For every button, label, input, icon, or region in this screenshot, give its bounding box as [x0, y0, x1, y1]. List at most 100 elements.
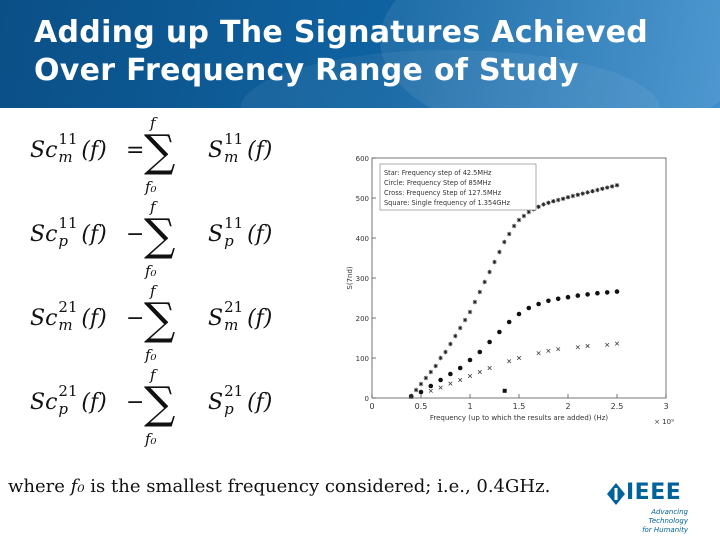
sum-upper-limit: f [150, 282, 156, 300]
sum-lower-limit: f₀ [145, 178, 157, 196]
equation: Sc 11 p (f) − f ∑ f₀ S 11 p (f) [30, 198, 280, 282]
data-point-circle [487, 339, 492, 345]
ieee-diamond-icon [607, 483, 625, 505]
equation-subscript: m [58, 316, 73, 334]
sum-upper-limit: f [150, 114, 156, 132]
y-tick-label: 400 [356, 235, 369, 243]
equation-argument: (f) [81, 222, 107, 247]
data-point-star [526, 209, 531, 215]
equation-subscript: m [224, 148, 239, 166]
equation-lhs-base: Sc [30, 222, 58, 247]
summation-icon: ∑ [144, 126, 176, 177]
ieee-tagline-line-2: for Humanity [642, 526, 688, 534]
equation-superscript: 11 [224, 130, 244, 148]
equation-rhs: S 21 m (f) [208, 298, 273, 334]
data-point-circle [438, 377, 443, 383]
equation-argument: (f) [247, 138, 273, 163]
equation-subscript: m [58, 148, 73, 166]
data-point-star [516, 217, 522, 223]
equation-argument: (f) [247, 306, 273, 331]
data-point-star [502, 239, 507, 245]
data-point-cross [467, 373, 473, 379]
equation-lhs: Sc 11 p (f) [30, 214, 107, 250]
data-point-circle [546, 298, 551, 304]
data-point-cross [556, 347, 561, 352]
data-point-star [536, 204, 541, 209]
data-point-cross [546, 348, 551, 353]
data-point-circle [516, 311, 522, 317]
data-point-circle [585, 292, 590, 297]
data-point-star [590, 189, 595, 194]
equation-rhs: S 21 p (f) [208, 382, 273, 418]
sum-upper-limit: f [150, 198, 156, 216]
data-point-circle [506, 319, 512, 325]
equation-superscript: 11 [58, 214, 78, 232]
equation-argument: (f) [81, 138, 107, 163]
sum-lower-limit: f₀ [145, 262, 157, 280]
data-point-cross [448, 381, 453, 386]
equation-relation: − [126, 222, 145, 247]
equation-subscript: p [224, 400, 234, 418]
equation-lhs-base: Sc [30, 138, 58, 163]
summation-icon: ∑ [144, 294, 176, 345]
equation-indices: 21 m [57, 298, 81, 334]
data-point-circle [536, 301, 541, 307]
equation-subscript: p [58, 232, 69, 250]
legend-entry: Cross: Frequency Step of 127.5MHz [384, 189, 502, 197]
data-point-star [605, 185, 610, 190]
data-point-circle [428, 383, 434, 389]
slide-title-line-2: Over Frequency Range of Study [34, 53, 579, 88]
data-point-circle [418, 389, 424, 395]
equation-rhs: S 11 p (f) [208, 214, 272, 250]
data-point-circle [457, 365, 463, 371]
data-point-star [487, 269, 492, 275]
data-point-circle [526, 305, 532, 311]
summation-icon: ∑ [144, 210, 176, 261]
legend-box [379, 163, 537, 211]
data-point-star [413, 387, 419, 393]
data-point-star [443, 349, 448, 355]
equation-subscript: p [58, 400, 69, 418]
footnote: where f₀ is the smallest frequency consi… [8, 476, 550, 497]
ieee-logo: IEEE Advancing Technology for Humanity [606, 478, 706, 534]
data-point-circle [575, 293, 581, 298]
equation: Sc 21 m (f) − f ∑ f₀ S 21 m (f) [30, 282, 280, 366]
data-point-star [541, 202, 546, 207]
equation-superscript: 21 [224, 298, 244, 316]
title-banner: Adding up The Signatures Achieved Over F… [0, 0, 720, 108]
equation-subscript: m [224, 316, 239, 334]
legend-entry: Square: Single frequency of 1.354GHz [384, 199, 510, 207]
data-point-circle [604, 290, 610, 295]
equation-argument: (f) [81, 306, 107, 331]
x-axis-multiplier: × 10⁹ [654, 418, 674, 426]
equation-argument: (f) [81, 390, 107, 415]
equation-lhs: Sc 11 m (f) [30, 130, 107, 166]
data-point-star [482, 279, 487, 285]
equation-indices: 11 p [57, 214, 81, 250]
equation-rhs-base: S [208, 390, 224, 415]
x-axis-label: Frequency (up to which the results are a… [430, 414, 609, 422]
data-point-circle [467, 357, 473, 363]
legend-entry: Circle: Frequency Step of 85MHz [384, 179, 492, 187]
equation-argument: (f) [247, 390, 273, 415]
data-point-star [462, 317, 468, 323]
footnote-prefix: where [8, 476, 65, 497]
equation-superscript: 21 [58, 298, 78, 316]
data-point-circle [595, 290, 600, 296]
equation-lhs: Sc 21 m (f) [30, 298, 107, 334]
data-point-star [428, 369, 433, 375]
data-point-square [502, 388, 507, 393]
x-tick-label: 2.5 [611, 402, 624, 411]
equation-relation: = [126, 138, 145, 163]
slide-title: Adding up The Signatures Achieved Over F… [34, 14, 648, 90]
equation: Sc 21 p (f) − f ∑ f₀ S 21 p (f) [30, 366, 280, 450]
data-point-star [580, 191, 585, 196]
y-tick-label: 200 [356, 315, 369, 323]
equation-indices: 11 m [57, 130, 81, 166]
data-point-star [565, 195, 571, 200]
data-point-circle [477, 349, 483, 355]
data-point-star [492, 259, 497, 265]
equation-relation: − [126, 306, 145, 331]
data-point-star [497, 249, 502, 255]
footnote-text: is the smallest frequency considered; i.… [90, 476, 551, 497]
